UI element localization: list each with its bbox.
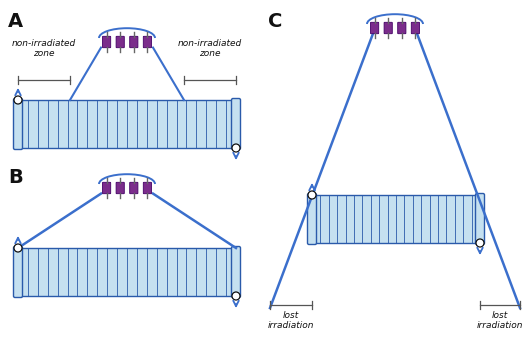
Circle shape: [232, 144, 240, 152]
Text: C: C: [268, 12, 282, 31]
FancyBboxPatch shape: [102, 36, 111, 48]
FancyBboxPatch shape: [143, 36, 152, 48]
Circle shape: [14, 96, 22, 104]
Circle shape: [308, 191, 316, 199]
FancyBboxPatch shape: [231, 246, 240, 298]
FancyBboxPatch shape: [307, 194, 316, 245]
Text: non-irradiated
zone: non-irradiated zone: [12, 38, 76, 58]
Text: B: B: [8, 168, 23, 187]
FancyBboxPatch shape: [14, 98, 23, 149]
Bar: [18, 248, 236, 296]
Circle shape: [476, 239, 484, 247]
FancyBboxPatch shape: [14, 246, 23, 298]
Bar: [18, 100, 236, 148]
Circle shape: [232, 292, 240, 300]
FancyBboxPatch shape: [116, 36, 124, 48]
FancyBboxPatch shape: [102, 182, 111, 194]
FancyBboxPatch shape: [371, 22, 379, 34]
FancyBboxPatch shape: [143, 182, 152, 194]
Text: lost
irradiation: lost irradiation: [477, 311, 523, 330]
FancyBboxPatch shape: [231, 98, 240, 149]
Bar: [312, 195, 480, 243]
Circle shape: [14, 244, 22, 252]
FancyBboxPatch shape: [411, 22, 420, 34]
FancyBboxPatch shape: [116, 182, 124, 194]
FancyBboxPatch shape: [130, 36, 138, 48]
Text: A: A: [8, 12, 23, 31]
FancyBboxPatch shape: [398, 22, 406, 34]
FancyBboxPatch shape: [130, 182, 138, 194]
FancyBboxPatch shape: [384, 22, 392, 34]
Text: non-irradiated
zone: non-irradiated zone: [178, 38, 242, 58]
Text: lost
irradiation: lost irradiation: [268, 311, 314, 330]
FancyBboxPatch shape: [476, 194, 485, 245]
